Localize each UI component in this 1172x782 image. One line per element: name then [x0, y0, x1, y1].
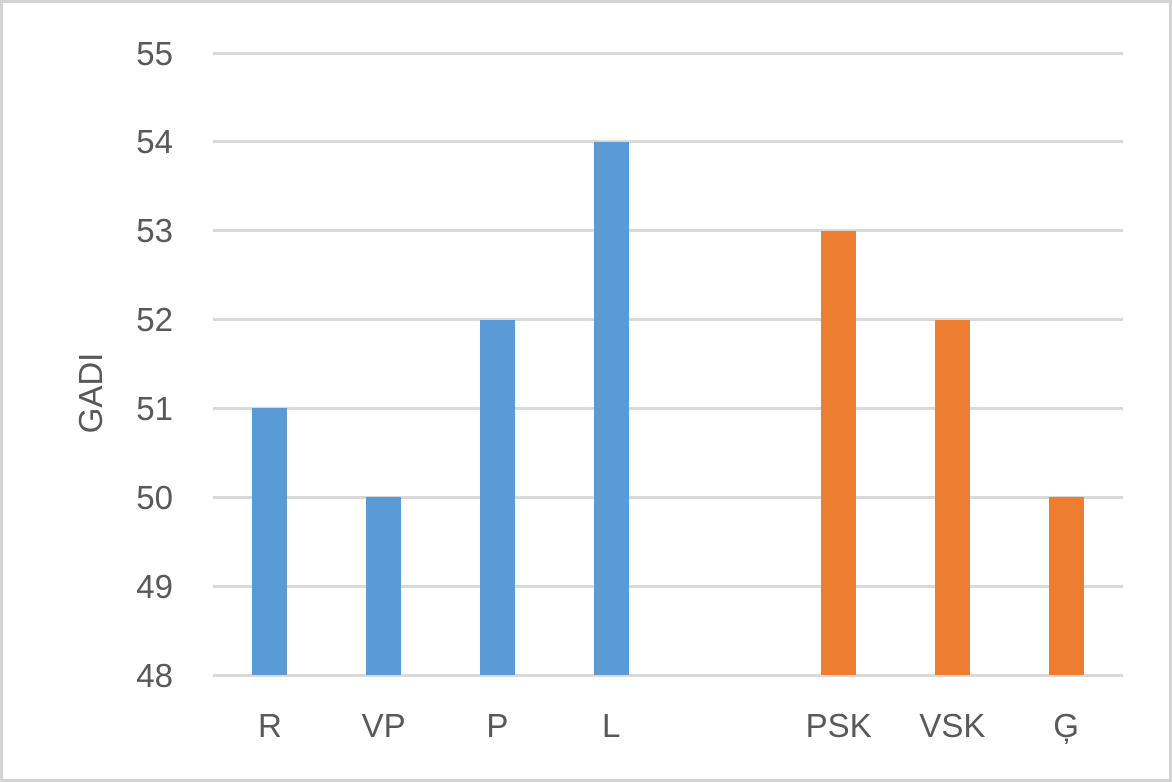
- bar-VP: [366, 497, 402, 675]
- bar-VSK: [934, 319, 970, 675]
- x-tick-P: P: [486, 707, 509, 744]
- x-tick-VP: VP: [361, 707, 406, 744]
- y-tick-54: 54: [136, 123, 173, 161]
- gridline-52: [213, 318, 1123, 322]
- x-axis-line-48: [213, 673, 1123, 677]
- gridline-55: [213, 51, 1123, 55]
- y-tick-55: 55: [136, 34, 173, 72]
- y-tick-48: 48: [136, 656, 173, 694]
- gridline-50: [213, 495, 1123, 499]
- bar-L: [593, 141, 629, 675]
- gridline-54: [213, 140, 1123, 144]
- y-tick-53: 53: [136, 212, 173, 250]
- y-tick-52: 52: [136, 301, 173, 339]
- x-tick-R: R: [257, 707, 282, 744]
- bar-PSK: [821, 230, 857, 675]
- y-tick-49: 49: [136, 567, 173, 605]
- x-tick-Ģ: Ģ: [1053, 707, 1079, 744]
- gridline-49: [213, 584, 1123, 588]
- bar-P: [479, 319, 515, 675]
- gridline-51: [213, 406, 1123, 410]
- x-tick-PSK: PSK: [805, 707, 872, 744]
- bar-R: [252, 408, 288, 675]
- bar-Ģ: [1048, 497, 1084, 675]
- y-tick-51: 51: [136, 389, 173, 427]
- y-tick-50: 50: [136, 478, 173, 516]
- x-tick-L: L: [601, 707, 621, 744]
- x-tick-VSK: VSK: [919, 707, 986, 744]
- gridline-53: [213, 229, 1123, 233]
